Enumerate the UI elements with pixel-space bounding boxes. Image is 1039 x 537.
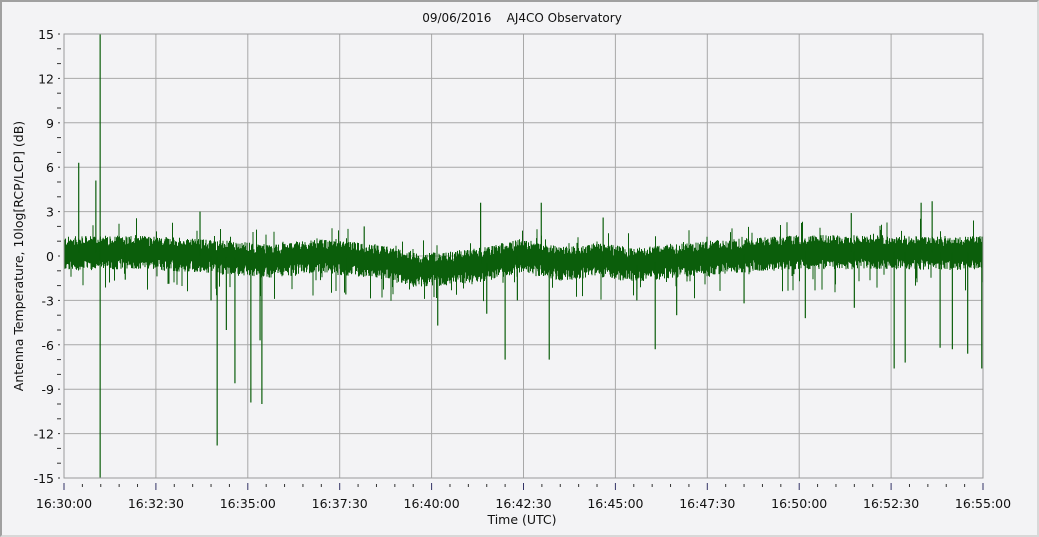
y-tick-label: -3: [42, 293, 54, 308]
y-tick-label: 6: [46, 160, 54, 175]
x-tick-label: 16:42:30: [495, 496, 551, 511]
y-tick-label: -9: [42, 382, 55, 397]
y-tick-label: -15: [34, 471, 54, 486]
x-tick-label: 16:40:00: [404, 496, 460, 511]
axis-ticks: 15 12 9 6 3 0 -3 -6 -9 -12 -15 16:30:00 16:32:30 16:3…: [34, 27, 1012, 511]
x-tick-label: 16:55:00: [955, 496, 1011, 511]
x-tick-label: 16:37:30: [312, 496, 368, 511]
y-tick-label: -12: [34, 427, 54, 442]
x-tick-label: 16:32:30: [128, 496, 184, 511]
x-tick-label: 16:50:00: [771, 496, 827, 511]
plot-border: [63, 33, 984, 479]
y-tick-label: 12: [38, 71, 54, 86]
x-tick-label: 16:47:30: [679, 496, 735, 511]
x-tick-label: 16:52:30: [863, 496, 919, 511]
x-axis-label: Time (UTC): [486, 512, 556, 527]
y-tick-label: -6: [42, 338, 55, 353]
x-tick-label: 16:45:00: [587, 496, 643, 511]
y-tick-label: 3: [46, 205, 54, 220]
x-tick-label: 16:30:00: [36, 496, 92, 511]
chart-title: 09/06/2016 AJ4CO Observatory: [422, 11, 622, 25]
y-tick-label: 15: [38, 27, 54, 42]
x-tick-label: 16:35:00: [220, 496, 276, 511]
y-tick-label: 0: [46, 249, 54, 264]
y-tick-label: 9: [46, 116, 54, 131]
data-layer: [63, 34, 984, 478]
y-axis-label: Antenna Temperature, 10log[RCP/LCP] (dB): [11, 121, 26, 391]
